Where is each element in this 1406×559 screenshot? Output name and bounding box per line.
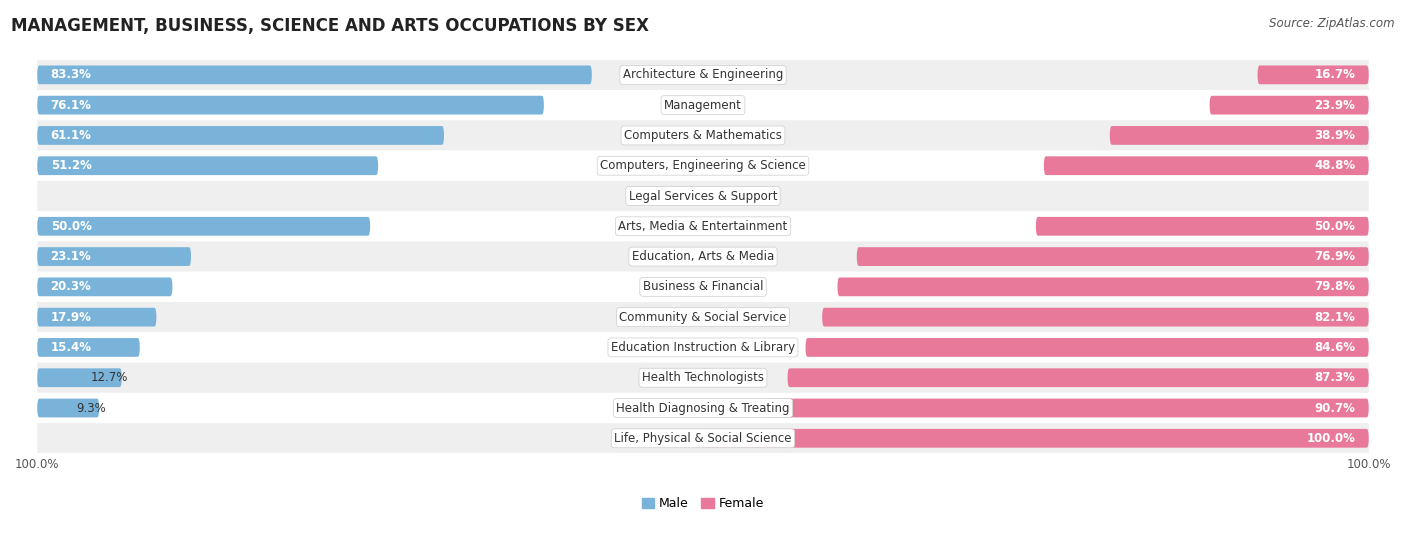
FancyBboxPatch shape (37, 399, 100, 418)
FancyBboxPatch shape (37, 332, 1369, 363)
Text: 76.9%: 76.9% (1315, 250, 1355, 263)
Text: 61.1%: 61.1% (51, 129, 91, 142)
FancyBboxPatch shape (1209, 96, 1369, 115)
Text: 16.7%: 16.7% (1315, 68, 1355, 82)
Text: 50.0%: 50.0% (1315, 220, 1355, 233)
Text: 79.8%: 79.8% (1315, 281, 1355, 293)
Text: 48.8%: 48.8% (1315, 159, 1355, 172)
Text: Education Instruction & Library: Education Instruction & Library (612, 341, 794, 354)
FancyBboxPatch shape (703, 429, 1369, 448)
Text: Source: ZipAtlas.com: Source: ZipAtlas.com (1270, 17, 1395, 30)
FancyBboxPatch shape (37, 247, 191, 266)
FancyBboxPatch shape (37, 241, 1369, 272)
Text: Health Technologists: Health Technologists (643, 371, 763, 384)
Text: Community & Social Service: Community & Social Service (619, 311, 787, 324)
FancyBboxPatch shape (37, 217, 370, 236)
FancyBboxPatch shape (37, 368, 122, 387)
FancyBboxPatch shape (37, 211, 1369, 241)
FancyBboxPatch shape (1109, 126, 1369, 145)
Text: 82.1%: 82.1% (1315, 311, 1355, 324)
Legend: Male, Female: Male, Female (641, 497, 765, 510)
Text: Architecture & Engineering: Architecture & Engineering (623, 68, 783, 82)
FancyBboxPatch shape (37, 308, 156, 326)
Text: 15.4%: 15.4% (51, 341, 91, 354)
Text: 9.3%: 9.3% (76, 401, 105, 415)
Text: 0.0%: 0.0% (716, 190, 747, 202)
Text: Life, Physical & Social Science: Life, Physical & Social Science (614, 432, 792, 445)
FancyBboxPatch shape (37, 363, 1369, 393)
Text: 38.9%: 38.9% (1315, 129, 1355, 142)
Text: 0.0%: 0.0% (659, 432, 690, 445)
Text: Legal Services & Support: Legal Services & Support (628, 190, 778, 202)
FancyBboxPatch shape (37, 126, 444, 145)
Text: MANAGEMENT, BUSINESS, SCIENCE AND ARTS OCCUPATIONS BY SEX: MANAGEMENT, BUSINESS, SCIENCE AND ARTS O… (11, 17, 650, 35)
FancyBboxPatch shape (37, 423, 1369, 453)
Text: 23.1%: 23.1% (51, 250, 91, 263)
Text: Computers & Mathematics: Computers & Mathematics (624, 129, 782, 142)
Text: 87.3%: 87.3% (1315, 371, 1355, 384)
FancyBboxPatch shape (823, 308, 1369, 326)
Text: 84.6%: 84.6% (1315, 341, 1355, 354)
FancyBboxPatch shape (37, 120, 1369, 150)
FancyBboxPatch shape (37, 150, 1369, 181)
FancyBboxPatch shape (856, 247, 1369, 266)
FancyBboxPatch shape (37, 338, 139, 357)
FancyBboxPatch shape (787, 368, 1369, 387)
FancyBboxPatch shape (1043, 157, 1369, 175)
Text: 50.0%: 50.0% (51, 220, 91, 233)
FancyBboxPatch shape (37, 65, 592, 84)
FancyBboxPatch shape (838, 277, 1369, 296)
Text: 100.0%: 100.0% (1306, 432, 1355, 445)
Text: Education, Arts & Media: Education, Arts & Media (631, 250, 775, 263)
Text: 76.1%: 76.1% (51, 98, 91, 112)
FancyBboxPatch shape (37, 272, 1369, 302)
Text: 17.9%: 17.9% (51, 311, 91, 324)
Text: Arts, Media & Entertainment: Arts, Media & Entertainment (619, 220, 787, 233)
FancyBboxPatch shape (37, 181, 1369, 211)
FancyBboxPatch shape (37, 277, 173, 296)
FancyBboxPatch shape (37, 60, 1369, 90)
Text: 12.7%: 12.7% (91, 371, 128, 384)
Text: 0.0%: 0.0% (659, 190, 690, 202)
FancyBboxPatch shape (37, 90, 1369, 120)
FancyBboxPatch shape (37, 302, 1369, 332)
FancyBboxPatch shape (37, 96, 544, 115)
FancyBboxPatch shape (37, 157, 378, 175)
FancyBboxPatch shape (806, 338, 1369, 357)
FancyBboxPatch shape (1257, 65, 1369, 84)
FancyBboxPatch shape (1036, 217, 1369, 236)
Text: 20.3%: 20.3% (51, 281, 91, 293)
Text: 90.7%: 90.7% (1315, 401, 1355, 415)
Text: Business & Financial: Business & Financial (643, 281, 763, 293)
Text: Computers, Engineering & Science: Computers, Engineering & Science (600, 159, 806, 172)
Text: 23.9%: 23.9% (1315, 98, 1355, 112)
FancyBboxPatch shape (765, 399, 1369, 418)
Text: 83.3%: 83.3% (51, 68, 91, 82)
Text: Management: Management (664, 98, 742, 112)
FancyBboxPatch shape (37, 393, 1369, 423)
Text: 51.2%: 51.2% (51, 159, 91, 172)
Text: Health Diagnosing & Treating: Health Diagnosing & Treating (616, 401, 790, 415)
